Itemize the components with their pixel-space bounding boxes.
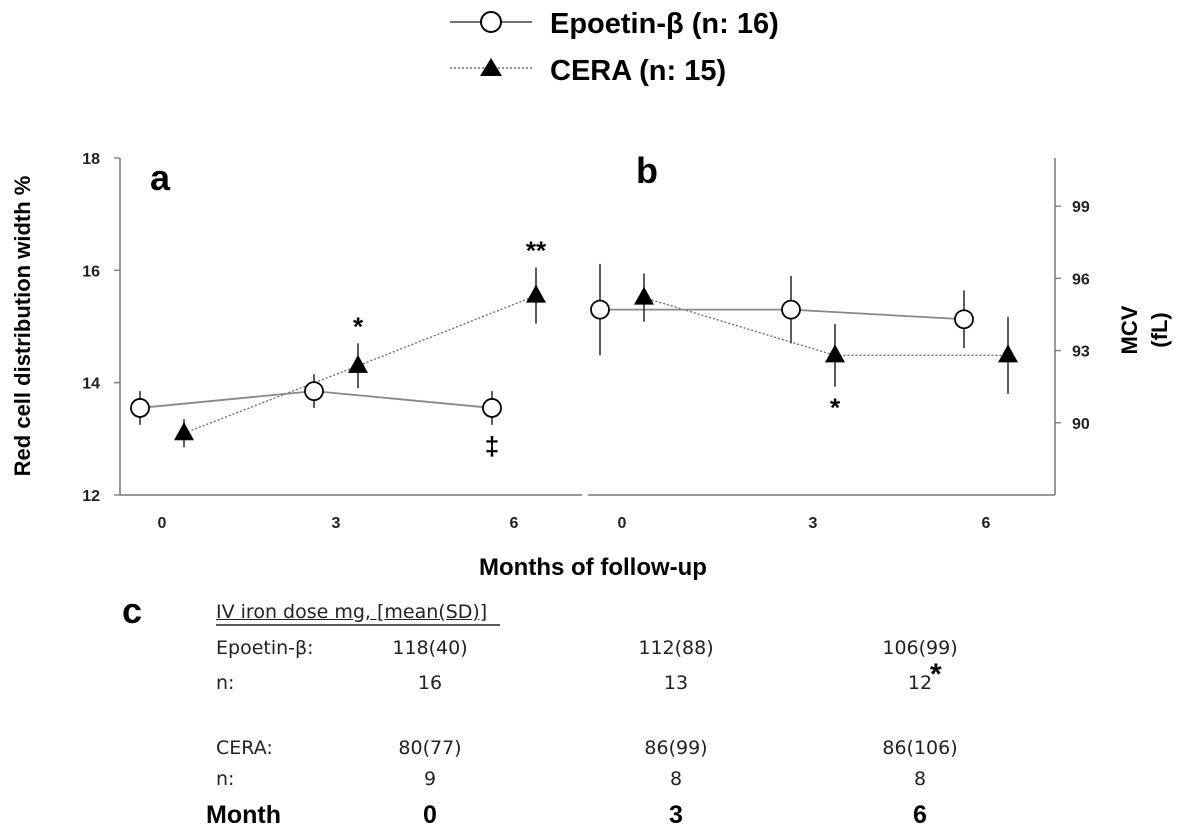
x-tick-label: 6 bbox=[510, 515, 519, 532]
panel-b-letter: b bbox=[636, 150, 658, 191]
cera-series-line bbox=[643, 296, 1008, 357]
cera-point bbox=[526, 284, 546, 303]
significance-marker: * bbox=[830, 393, 841, 423]
legend-epoetin-marker bbox=[480, 11, 502, 33]
cera-point bbox=[998, 344, 1018, 363]
y-tick-label: 16 bbox=[82, 263, 100, 280]
x-tick-label: 0 bbox=[158, 515, 167, 532]
panel-b-y-axis-label-unit: (fL) bbox=[1147, 312, 1172, 347]
y-tick-label: 90 bbox=[1072, 416, 1090, 433]
panel-b-plot: * bbox=[590, 263, 1018, 423]
epoetin-point bbox=[590, 299, 610, 320]
x-tick-label: 3 bbox=[332, 515, 341, 532]
panel-a-letter: a bbox=[150, 157, 171, 198]
y-tick-label: 99 bbox=[1072, 199, 1090, 216]
panel-a-y-axis-label: Red cell distribution width % bbox=[10, 176, 35, 477]
x-tick-label: 6 bbox=[982, 515, 991, 532]
panel-a-plot: ‡*** bbox=[130, 236, 547, 461]
cera-point bbox=[348, 354, 368, 373]
y-tick-label: 18 bbox=[82, 151, 100, 168]
epoetin-point bbox=[304, 381, 324, 401]
significance-marker: * bbox=[353, 311, 364, 341]
y-tick-label: 12 bbox=[82, 488, 100, 505]
cera-point bbox=[174, 422, 194, 441]
panel-a: a Red cell distribution width % 12 14 16 18… bbox=[10, 151, 582, 532]
significance-marker: ** bbox=[526, 236, 547, 266]
x-axis-label: Months of follow-up bbox=[479, 554, 707, 581]
y-tick-label: 14 bbox=[82, 376, 100, 393]
cera-point bbox=[634, 286, 654, 305]
legend-epoetin-label: Epoetin-β (n: 16) bbox=[550, 8, 779, 40]
cera-point bbox=[825, 344, 845, 363]
panel-a-y-ticks: 12 14 16 18 bbox=[82, 151, 120, 505]
legend-cera-marker bbox=[480, 58, 502, 76]
panel-c-letter: c bbox=[122, 590, 142, 631]
epoetin-point bbox=[954, 309, 974, 330]
epoetin-point bbox=[482, 398, 502, 418]
epoetin-point bbox=[781, 299, 801, 320]
x-tick-label: 0 bbox=[618, 515, 627, 532]
legend: Epoetin-β (n: 16) CERA (n: 15) bbox=[450, 8, 779, 87]
significance-marker: ‡ bbox=[485, 431, 499, 461]
y-tick-label: 93 bbox=[1072, 344, 1090, 361]
y-tick-label: 96 bbox=[1072, 271, 1090, 288]
panel-a-x-ticks: 0 3 6 bbox=[158, 515, 519, 532]
legend-cera-label: CERA (n: 15) bbox=[550, 55, 726, 87]
epoetin-point bbox=[130, 398, 150, 418]
panel-b-y-axis-label-main: MCV bbox=[1117, 305, 1142, 354]
panel-b-x-ticks: 0 3 6 bbox=[618, 515, 991, 532]
x-tick-label: 3 bbox=[809, 515, 818, 532]
panel-b-y-axis-label: MCV (fL) bbox=[1117, 305, 1172, 354]
panel-b-y-ticks: 90 93 96 99 bbox=[1055, 199, 1090, 433]
panel-b: b MCV (fL) 90 93 96 99 0 3 6 * bbox=[588, 150, 1172, 532]
